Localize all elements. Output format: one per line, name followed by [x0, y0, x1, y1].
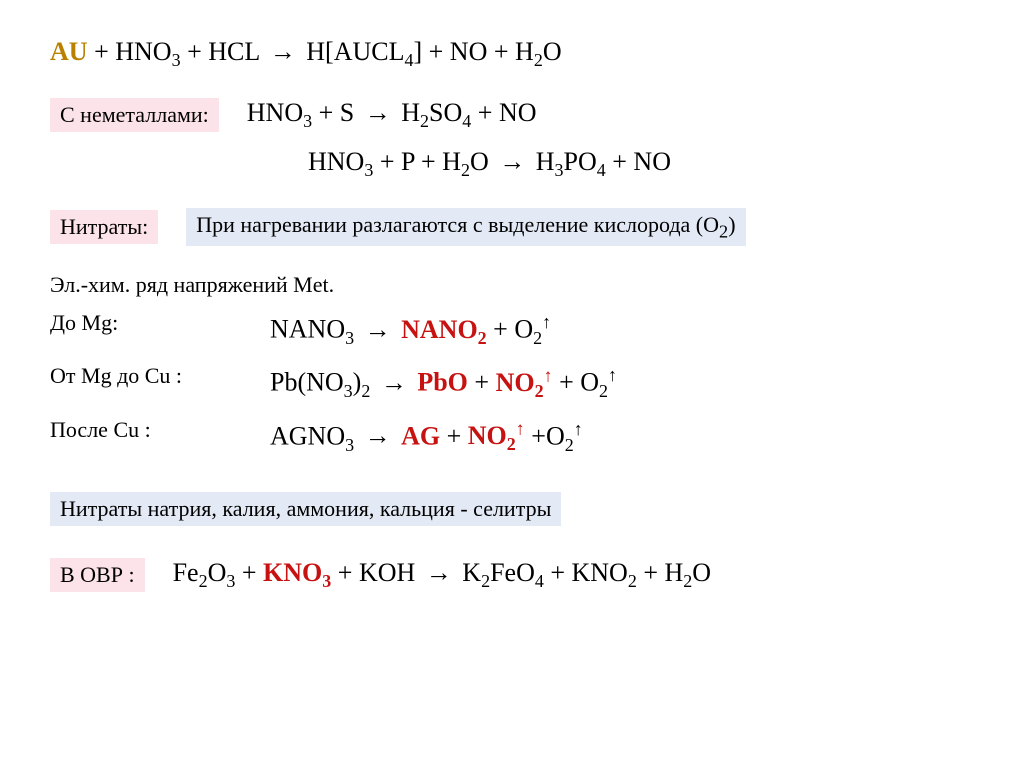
eq-pbno3: Pb(NO3)2 → PbO + NO2↑ + O2↑: [270, 365, 974, 402]
group-mg-cu: От Mg до Cu : Pb(NO3)2 → PbO + NO2↑ + O2…: [50, 363, 974, 404]
group-after-cu: После Cu : AGNO3 → AG + NO2↑ +O2↑: [50, 417, 974, 458]
ag-product: AG: [401, 421, 440, 450]
kno3-reactant: KNO3: [263, 558, 331, 587]
group-before-mg: До Mg: NANO3 → NANO2 + O2↑: [50, 310, 974, 351]
label-nitrates: Нитраты:: [50, 210, 158, 244]
nitrate-description: При нагревании разлагаются с выделение к…: [186, 208, 745, 246]
eq-agno3: AGNO3 → AG + NO2↑ +O2↑: [270, 419, 974, 456]
label-ovr: В ОВР :: [50, 558, 145, 592]
chemistry-slide: AU + HNO3 + HCL → H[AUCL4] + NO + H2O С …: [0, 0, 1024, 632]
pbo-product: PbO: [417, 368, 468, 397]
series-label: Эл.-хим. ряд напряжений Met.: [50, 272, 974, 298]
selitry-row: Нитраты натрия, калия, аммония, кальция …: [50, 486, 974, 532]
after-cu-label: После Cu :: [50, 417, 230, 458]
no2-product-2: NO2↑: [468, 421, 525, 450]
mg-cu-label: От Mg до Cu :: [50, 363, 230, 404]
row-nonmetals: С неметаллами: HNO3 + S → H2SO4 + NO: [50, 92, 974, 138]
eq-hno3-s: HNO3 + S → H2SO4 + NO: [247, 97, 537, 133]
row-ovr: В ОВР : Fe2O3 + KNO3 + KOH → K2FeO4 + KN…: [50, 552, 974, 598]
label-nonmetals: С неметаллами:: [50, 98, 219, 132]
au-symbol: AU: [50, 37, 88, 66]
before-mg-label: До Mg:: [50, 310, 230, 351]
selitry-text: Нитраты натрия, калия, аммония, кальция …: [50, 492, 561, 526]
eq-nano3: NANO3 → NANO2 + O2↑: [270, 312, 974, 349]
eq-aqua-regia: AU + HNO3 + HCL → H[AUCL4] + NO + H2O: [50, 36, 974, 72]
row-nitrates: Нитраты: При нагревании разлагаются с вы…: [50, 202, 974, 252]
eq-fe2o3: Fe2O3 + KNO3 + KOH → K2FeO4 + KNO2 + H2O: [173, 557, 711, 593]
nano2-product: NANO2: [401, 315, 487, 344]
no2-product: NO2↑: [496, 368, 553, 397]
eq-hno3-p: HNO3 + P + H2O → H3PO4 + NO: [308, 146, 974, 182]
